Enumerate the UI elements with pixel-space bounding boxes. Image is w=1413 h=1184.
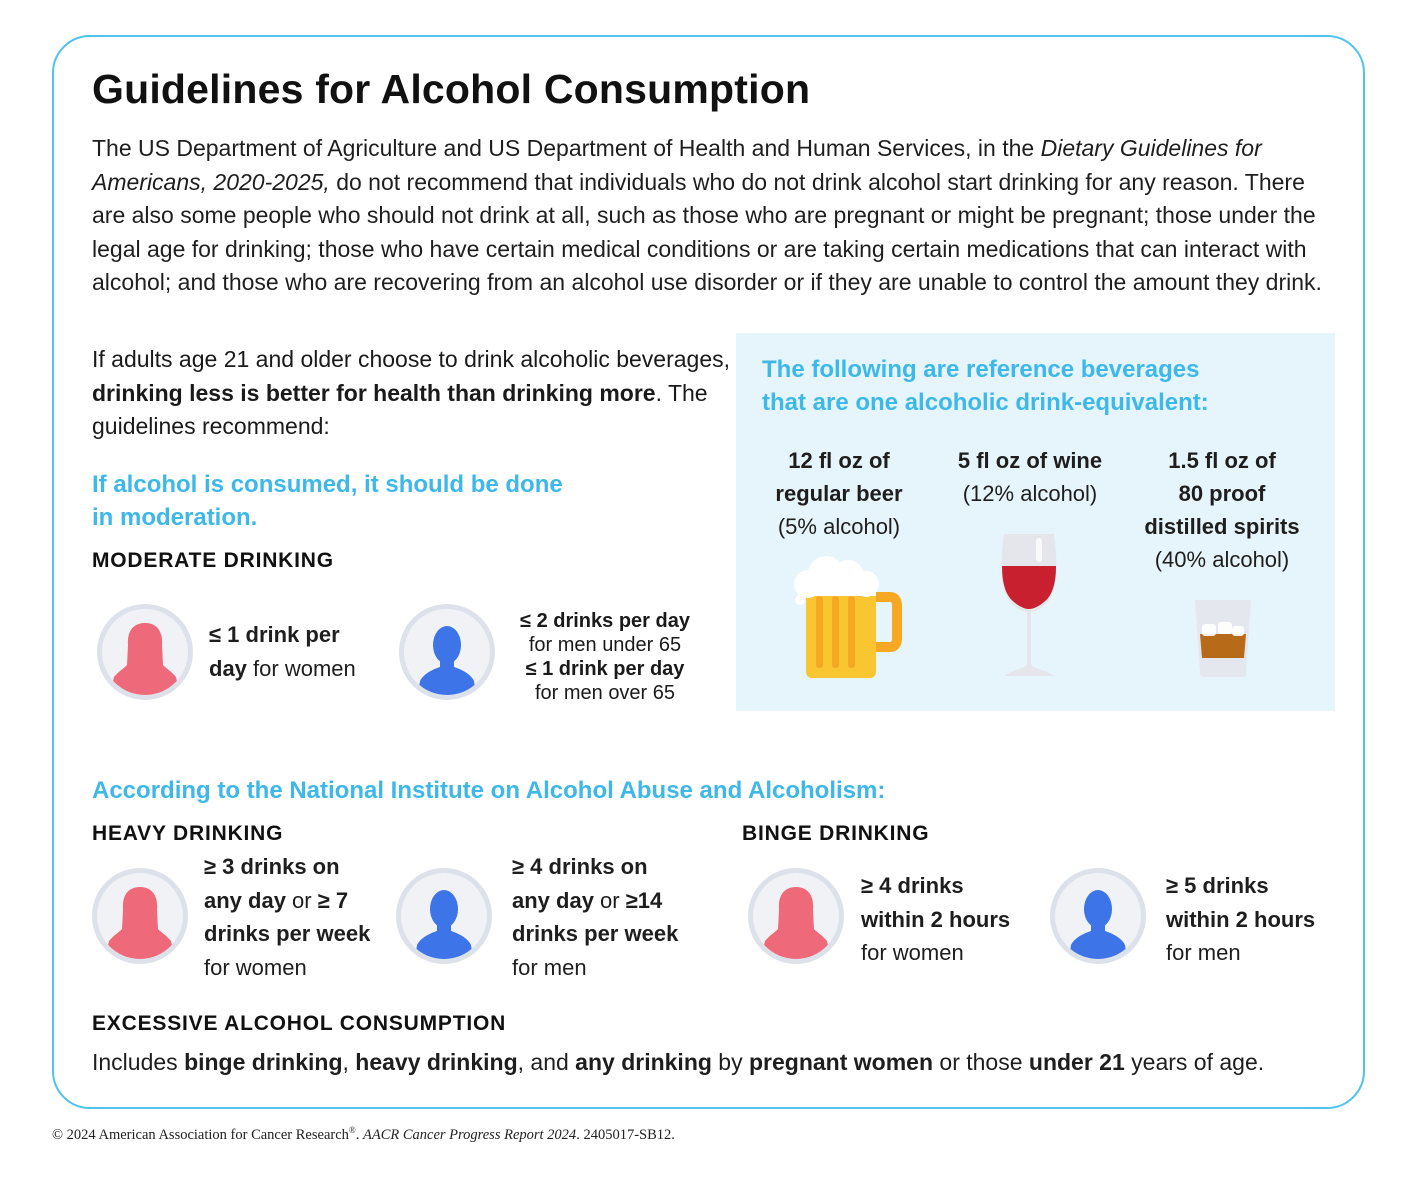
stat-text: for men [1166, 940, 1241, 965]
bev-bold: 12 fl oz of [788, 448, 890, 473]
stat-bold: within 2 hours [1166, 906, 1316, 932]
stat-bold: ≤ 1 drink per day [525, 658, 685, 680]
text: , and [517, 1049, 576, 1075]
lead-paragraph: If adults age 21 and older choose to dri… [92, 343, 732, 444]
stat-text: for men over 65 [534, 682, 676, 704]
stat-bold: within 2 hours [861, 906, 1011, 932]
intro-text-rest: do not recommend that individuals who do… [92, 168, 1322, 296]
bev-text: (12% alcohol) [962, 481, 1098, 506]
bold: heavy drinking [355, 1049, 518, 1075]
spirits-glass-icon [1195, 600, 1251, 677]
woman-icon [92, 868, 188, 964]
text: , [342, 1049, 356, 1075]
lead-text: If adults age 21 and older choose to dri… [92, 346, 731, 372]
beer-label: 12 fl oz of regular beer (5% alcohol) [754, 444, 924, 543]
stat-bold: ≥ 4 drinks [861, 873, 964, 898]
moderation-heading-line2: in moderation. [92, 504, 258, 531]
stat-bold: ≥ 5 drinks [1166, 873, 1269, 898]
woman-icon [97, 604, 193, 700]
registered-mark: ® [348, 1125, 356, 1135]
stat-bold: ≥ 3 drinks on [204, 854, 340, 879]
binge-drinking-heading: BINGE DRINKING [742, 822, 930, 845]
stat-bold: any day [512, 887, 594, 913]
intro-paragraph: The US Department of Agriculture and US … [92, 132, 1342, 300]
man-icon [396, 868, 492, 964]
heavy-drinking-heading: HEAVY DRINKING [92, 822, 284, 845]
moderate-drinking-heading: MODERATE DRINKING [92, 549, 334, 572]
bold: under 21 [1028, 1049, 1125, 1075]
reference-heading-line1: The following are reference beverages [762, 356, 1200, 383]
lead-emphasis: drinking less is better for health than … [92, 379, 656, 406]
moderation-heading: If alcohol is consumed, it should be don… [92, 468, 563, 534]
stat-text: for men [512, 954, 587, 980]
stat-text: or [285, 887, 318, 913]
stat-text: or [593, 887, 626, 913]
binge-men-stat: ≥ 5 drinks within 2 hours for men [1166, 869, 1315, 970]
excessive-consumption-text: Includes binge drinking, heavy drinking,… [92, 1046, 1264, 1080]
bold: any drinking [575, 1049, 712, 1075]
stat-text: for women [861, 940, 964, 965]
binge-women-stat: ≥ 4 drinks within 2 hours for women [861, 869, 1010, 970]
moderate-women-stat: ≤ 1 drink per day for women [209, 618, 356, 685]
bev-bold: 80 proof [1178, 481, 1266, 506]
footer-publication: AACR Cancer Progress Report 2024 [363, 1126, 577, 1143]
reference-heading: The following are reference beverages th… [762, 353, 1209, 419]
spirits-label: 1.5 fl oz of 80 proof distilled spirits … [1132, 444, 1312, 576]
text: Includes [92, 1049, 185, 1075]
reference-heading-line2: that are one alcoholic drink-equivalent: [762, 389, 1209, 416]
infographic-card [52, 35, 1365, 1109]
niaaa-heading: According to the National Institute on A… [92, 777, 886, 804]
woman-icon [748, 868, 844, 964]
bold: pregnant women [749, 1049, 934, 1075]
wine-label: 5 fl oz of wine (12% alcohol) [935, 444, 1125, 510]
bev-bold: regular beer [775, 481, 903, 506]
heavy-women-stat: ≥ 3 drinks on any day or ≥ 7 drinks per … [204, 850, 370, 984]
bev-text: (40% alcohol) [1154, 547, 1290, 572]
moderate-men-stat: ≤ 2 drinks per day for men under 65 ≤ 1 … [500, 609, 710, 705]
heavy-men-stat: ≥ 4 drinks on any day or ≥14 drinks per … [512, 850, 678, 984]
text: years of age. [1124, 1049, 1265, 1075]
stat-bold: drinks per week [512, 921, 679, 946]
stat-text: for women [246, 655, 356, 681]
man-icon [1050, 868, 1146, 964]
bev-bold: 5 fl oz of wine [957, 448, 1103, 473]
wine-glass-icon [1001, 534, 1057, 676]
lead-text-end: . The guidelines recommend: [92, 379, 708, 440]
man-icon [399, 604, 495, 700]
bev-bold: distilled spirits [1144, 514, 1300, 539]
stat-bold: ≥ 7 [317, 887, 349, 913]
bold: binge drinking [184, 1049, 343, 1075]
stat-bold: ≥14 [625, 887, 663, 913]
intro-publication: Dietary Guidelines for Americans, 2020-2… [92, 135, 1262, 195]
stat-text: for women [204, 954, 307, 980]
bev-bold: 1.5 fl oz of [1168, 448, 1276, 473]
stat-bold: any day [204, 887, 286, 913]
stat-bold: day [209, 655, 247, 681]
page-title: Guidelines for Alcohol Consumption [92, 66, 811, 112]
text: or those [933, 1049, 1029, 1075]
stat-bold: ≤ 2 drinks per day [520, 610, 690, 632]
stat-bold: ≥ 4 drinks on [512, 854, 648, 879]
beer-mug-icon [794, 556, 902, 678]
text: by [711, 1049, 749, 1075]
stat-text: for men under 65 [528, 634, 682, 656]
excessive-consumption-heading: EXCESSIVE ALCOHOL CONSUMPTION [92, 1012, 507, 1035]
intro-text: The US Department of Agriculture and US … [92, 135, 1041, 161]
footer-text: . [355, 1126, 363, 1143]
moderation-heading-line1: If alcohol is consumed, it should be don… [92, 471, 563, 498]
footer-text: . 2405017-SB12. [576, 1126, 675, 1143]
bev-text: (5% alcohol) [777, 514, 901, 539]
stat-bold: drinks per week [204, 921, 371, 946]
footer-text: © 2024 American Association for Cancer R… [52, 1126, 349, 1143]
stat-bold: ≤ 1 drink per [209, 622, 340, 647]
copyright-footer: © 2024 American Association for Cancer R… [52, 1125, 675, 1144]
